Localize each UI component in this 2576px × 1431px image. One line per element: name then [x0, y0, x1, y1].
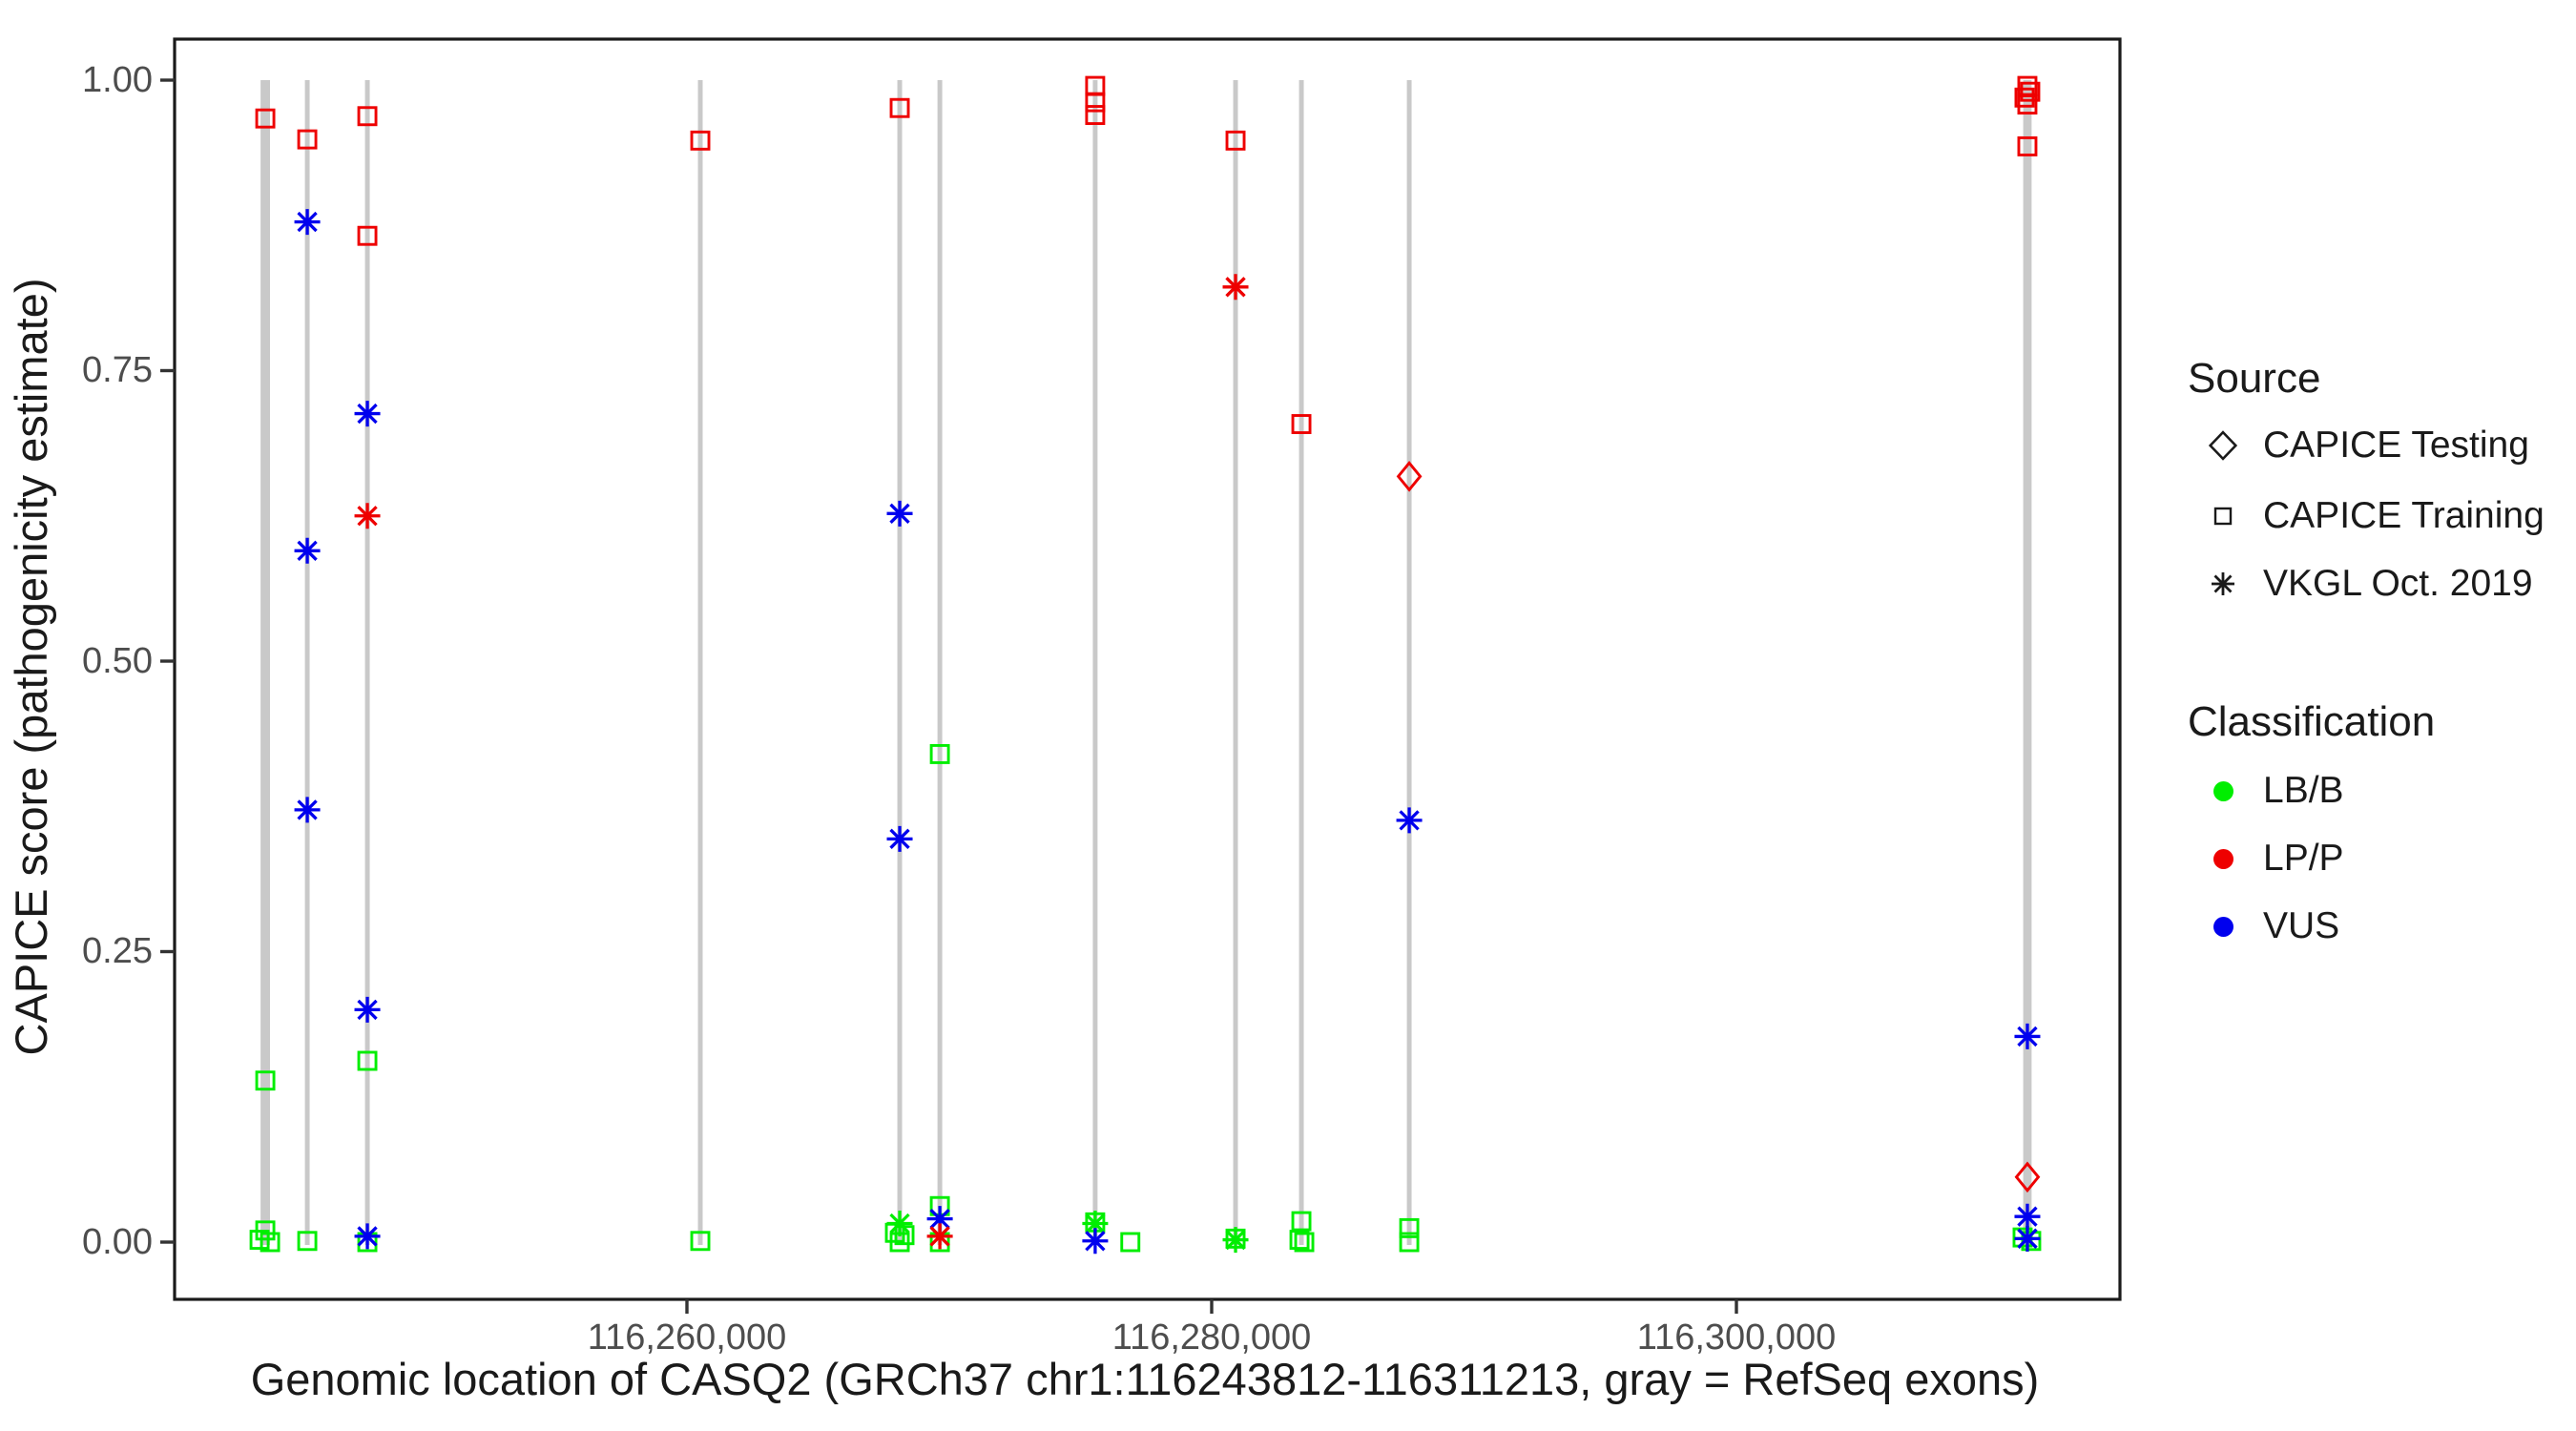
legend-item-lbb: LB/B — [2194, 757, 2344, 825]
exon-bar — [897, 80, 903, 1245]
point-square-LB/B — [357, 1050, 378, 1071]
point-asterisk-LB/B — [886, 1211, 913, 1237]
point-square-LP/P — [255, 108, 276, 129]
exon-bar — [1406, 80, 1412, 1245]
point-square-LP/P — [2017, 75, 2038, 96]
legend-classification-title: Classification — [2188, 698, 2436, 745]
legend-item-capice-training: CAPICE Training — [2194, 482, 2545, 550]
legend-item-label: CAPICE Testing — [2263, 425, 2529, 466]
exon-bar — [364, 80, 370, 1245]
point-asterisk-VUS — [886, 500, 913, 527]
point-asterisk-VUS — [354, 1223, 381, 1250]
green-dot-icon — [2212, 780, 2233, 801]
point-asterisk-VUS — [2014, 1023, 2041, 1049]
point-square-LB/B — [1399, 1232, 1420, 1253]
point-square-LB/B — [297, 1231, 318, 1252]
point-square-LB/B — [260, 1232, 280, 1253]
legend-item-label: VKGL Oct. 2019 — [2263, 563, 2533, 604]
x-tick-label-116300000: 116,300,000 — [1636, 1317, 1837, 1358]
exon-bar — [1233, 80, 1238, 1245]
legend-item-label: VUS — [2263, 905, 2340, 946]
point-asterisk-VUS — [294, 797, 321, 823]
exon-bar — [697, 80, 703, 1245]
point-square-LB/B — [1294, 1232, 1315, 1253]
point-square-LB/B — [1399, 1217, 1420, 1238]
exon-bar — [2023, 80, 2032, 1245]
point-square-LP/P — [1085, 105, 1106, 125]
exon-bar — [260, 80, 271, 1245]
point-square-LP/P — [2014, 87, 2035, 108]
y-axis-title: CAPICE score (pathogenicity estimate) — [6, 278, 56, 1056]
point-asterisk-LP/P — [926, 1223, 953, 1250]
point-square-LP/P — [1085, 92, 1106, 113]
panel-border — [173, 37, 2122, 1301]
point-square-LP/P — [2017, 94, 2038, 115]
point-square-LB/B — [1120, 1232, 1141, 1253]
point-square-LB/B — [690, 1231, 711, 1252]
point-asterisk-VUS — [294, 537, 321, 564]
x-tick-label-116280000: 116,280,000 — [1111, 1317, 1312, 1358]
point-square-LP/P — [1225, 130, 1246, 151]
point-square-LP/P — [2017, 135, 2038, 156]
point-asterisk-VUS — [354, 401, 381, 427]
point-square-LP/P — [357, 106, 378, 127]
point-asterisk-VUS — [926, 1206, 953, 1233]
legend-item-label: LP/P — [2263, 838, 2344, 879]
red-dot-icon — [2212, 848, 2233, 869]
point-asterisk-LP/P — [1222, 274, 1249, 301]
point-square-LB/B — [255, 1070, 276, 1091]
point-asterisk-VUS — [1396, 807, 1423, 834]
point-square-LP/P — [889, 97, 910, 118]
point-asterisk-VUS — [1082, 1228, 1109, 1255]
point-square-LB/B — [1289, 1230, 1310, 1251]
exon-bar — [1092, 80, 1098, 1245]
y-tick-label-0.50: 0.50 — [82, 641, 153, 681]
legend-item-label: CAPICE Training — [2263, 495, 2545, 536]
blue-dot-icon — [2212, 916, 2233, 937]
y-tick-label-0.00: 0.00 — [82, 1222, 153, 1262]
exon-bar — [1298, 80, 1304, 1245]
y-tick-label-1.00: 1.00 — [82, 60, 153, 100]
diamond-icon — [2194, 430, 2252, 461]
point-square-LP/P — [1291, 414, 1312, 434]
exon-bar — [937, 80, 943, 1245]
point-square-LB/B — [1291, 1211, 1312, 1232]
point-square-LP/P — [690, 130, 711, 151]
point-asterisk-LB/B — [1222, 1227, 1249, 1254]
point-asterisk-VUS — [294, 209, 321, 236]
point-square-LB/B — [929, 743, 950, 764]
point-diamond-LP/P — [2014, 1161, 2041, 1193]
legend-item-label: LB/B — [2263, 770, 2344, 811]
point-diamond-LP/P — [1396, 461, 1423, 492]
asterisk-icon — [2194, 570, 2252, 598]
exon-bar — [304, 80, 310, 1245]
legend-item-vkgl: VKGL Oct. 2019 — [2194, 550, 2533, 618]
x-axis-title: Genomic location of CASQ2 (GRCh37 chr1:1… — [250, 1354, 2040, 1404]
point-square-LB/B — [249, 1230, 270, 1251]
legend-item-vus: VUS — [2194, 892, 2339, 961]
point-square-LP/P — [297, 129, 318, 150]
point-asterisk-VUS — [354, 996, 381, 1023]
point-asterisk-VUS — [2014, 1225, 2041, 1252]
point-square-LP/P — [2020, 81, 2041, 102]
square-icon — [2194, 502, 2252, 530]
y-tick-label-0.25: 0.25 — [82, 931, 153, 971]
point-asterisk-VUS — [2014, 1203, 2041, 1230]
x-tick-label-116260000: 116,260,000 — [587, 1317, 787, 1358]
y-tick-label-0.75: 0.75 — [82, 350, 153, 390]
legend-item-capice-testing: CAPICE Testing — [2194, 411, 2529, 480]
point-asterisk-LP/P — [354, 503, 381, 529]
legend-item-lpp: LP/P — [2194, 824, 2344, 893]
point-asterisk-LB/B — [1082, 1211, 1109, 1237]
point-square-LB/B — [2021, 1231, 2042, 1252]
point-asterisk-VUS — [886, 825, 913, 852]
point-square-LP/P — [357, 225, 378, 246]
legend-source-title: Source — [2188, 355, 2321, 402]
